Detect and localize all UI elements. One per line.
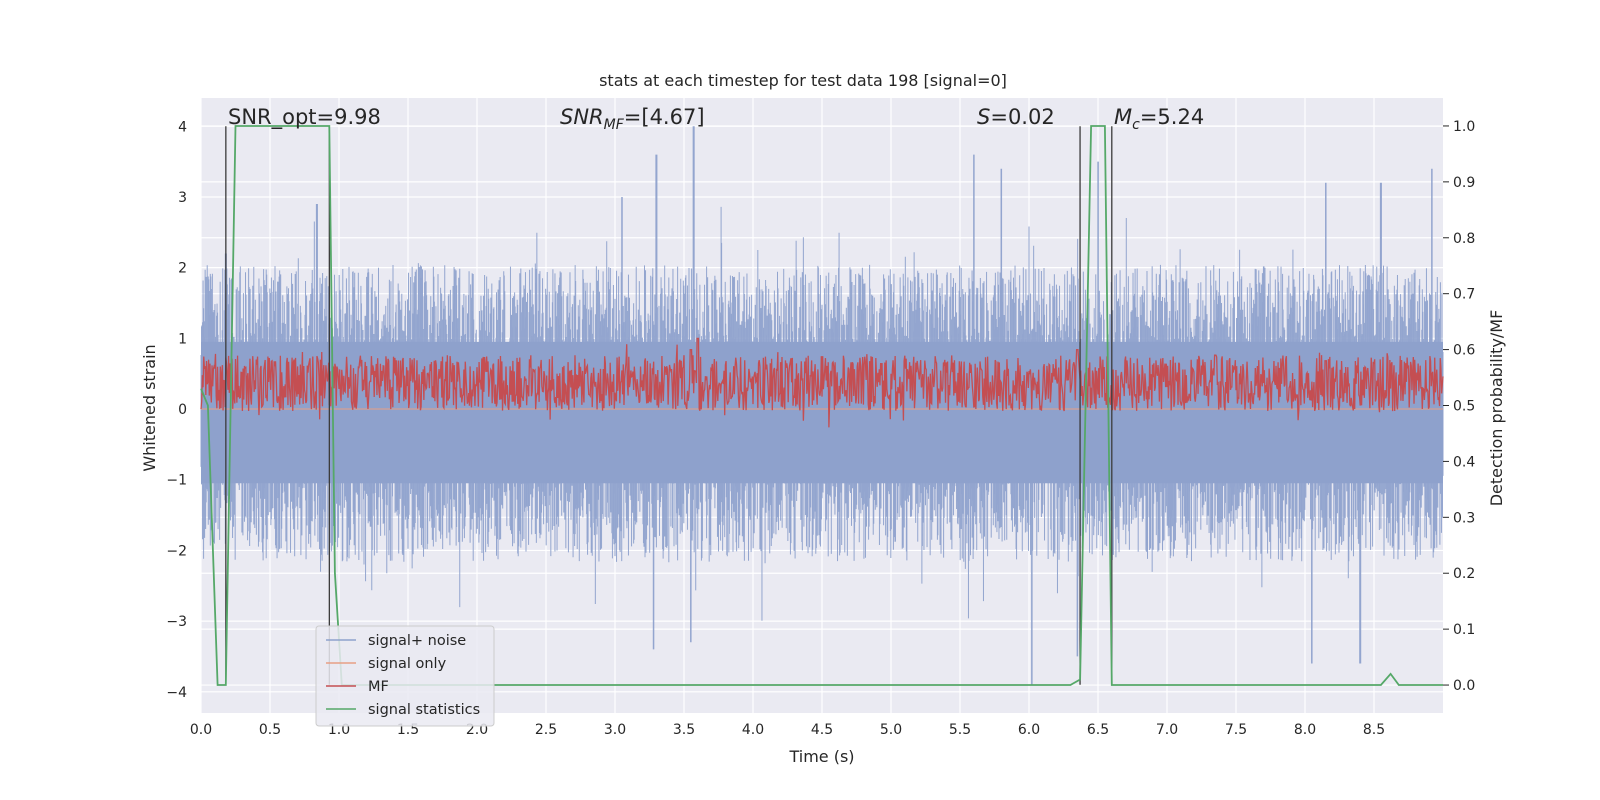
y-tick-label: 3 [178,190,187,206]
y2-tick-label: 0.0 [1453,678,1475,694]
legend-label-signal-noise: signal+ noise [368,633,466,649]
chart-title: stats at each timestep for test data 198… [599,71,1007,90]
y-axis-label: Whitened strain [140,344,159,471]
y-tick-label: 1 [178,331,187,347]
x-axis-label: Time (s) [788,747,854,766]
annotation-s: S=0.02 [977,105,1055,129]
snr-mf-subscript: MF [604,117,625,133]
x-tick-label: 4.0 [742,722,764,738]
x-tick-label: 2.5 [535,722,557,738]
snr-mf-value: =[4.67] [624,105,705,129]
y-tick-label: −4 [166,685,187,701]
y2-tick-label: 0.8 [1453,231,1475,247]
annotation-snr-opt: SNR_opt=9.98 [228,105,381,130]
data-layer [200,125,1444,686]
x-tick-label: 6.0 [1018,722,1040,738]
legend-box [315,625,495,727]
y-tick-label: 2 [178,261,187,277]
y2-tick-label: 0.3 [1453,510,1475,526]
x-tick-label: 8.0 [1294,722,1316,738]
y-tick-label: −2 [166,543,187,559]
y2-tick-label: 0.2 [1453,566,1475,582]
legend-label-mf: MF [368,679,389,695]
y2-tick-label: 0.4 [1453,454,1475,470]
mc-value: =5.24 [1140,105,1204,129]
x-tick-label: 5.0 [880,722,902,738]
x-tick-label: 0.0 [190,722,212,738]
annotation-mc: Mc=5.24 [1114,105,1204,133]
x-tick-label: 7.5 [1225,722,1247,738]
x-tick-label: 4.5 [811,722,833,738]
y-tick-label: 4 [178,119,187,135]
annotation-snr-mf: SNRMF=[4.67] [560,105,705,133]
s-value: =0.02 [990,105,1054,129]
legend-label-signal-statistics: signal statistics [368,702,480,718]
x-tick-label: 5.5 [949,722,971,738]
snr-mf-symbol: SNR [560,105,604,129]
legend: signal+ noise signal only MF signal stat… [315,625,495,727]
y2-tick-label: 1.0 [1453,119,1475,135]
series-mf [200,337,1444,428]
y-tick-label: −1 [166,473,187,489]
x-tick-label: 0.5 [259,722,281,738]
y-tick-label: 0 [178,402,187,418]
x-tick-label: 3.5 [673,722,695,738]
axes: 0.0 0.5 1.0 1.5 2.0 2.5 3.0 3.5 4.0 4.5 5.0 5.5 6.0 6… [166,119,1475,738]
y2-axis-label: Detection probability/MF [1487,310,1506,507]
y2-tick-label: 0.7 [1453,287,1475,303]
y2-tick-label: 0.1 [1453,622,1475,638]
s-symbol: S [977,105,990,129]
y2-tick-label: 0.9 [1453,175,1475,191]
y-tick-label: −3 [166,614,187,630]
y2-tick-label: 0.5 [1453,399,1475,415]
x-tick-label: 3.0 [604,722,626,738]
x-tick-label: 8.5 [1363,722,1385,738]
series-signal-statistics [200,125,1443,686]
mc-subscript: c [1132,117,1140,133]
y2-tick-label: 0.6 [1453,343,1475,359]
x-tick-label: 6.5 [1087,722,1109,738]
mc-symbol: M [1114,105,1132,129]
legend-label-signal-only: signal only [368,656,447,672]
x-tick-label: 7.0 [1156,722,1178,738]
